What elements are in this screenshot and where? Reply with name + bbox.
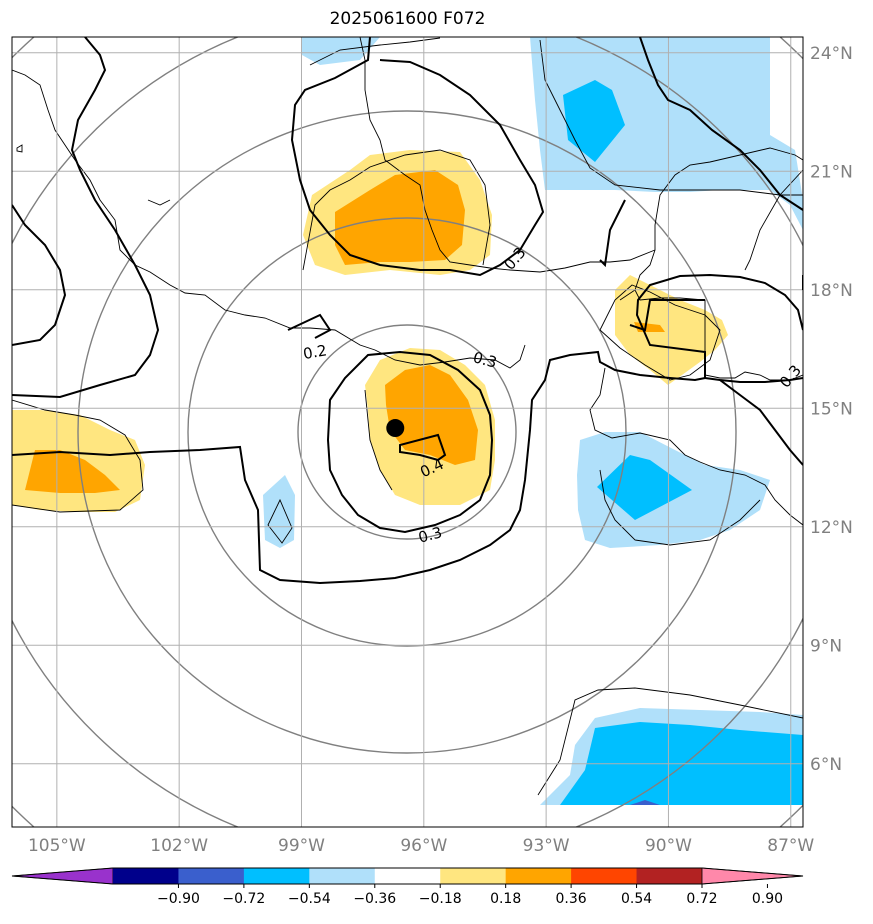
contour-label: 0.3	[416, 523, 444, 547]
contour-label: 0.3	[776, 361, 805, 391]
colorbar-outline	[11, 867, 804, 885]
colorbar-tick-label: −0.90	[157, 891, 200, 907]
map-title: 2025061600 F072	[329, 9, 486, 29]
longitude-tick-label: 105°W	[28, 836, 86, 856]
latitude-tick-label: 9°N	[810, 636, 842, 656]
shaded-field	[12, 37, 803, 805]
colorbar-tick-label: −0.72	[222, 891, 265, 907]
colorbar: −0.90 −0.72 −0.54 −0.36 −0.18 0.18 0.36 0.54 0.7…	[11, 867, 804, 907]
latitude-tick-label: 12°N	[810, 518, 853, 538]
storm-center-marker	[386, 419, 405, 438]
colorbar-segment	[374, 868, 441, 884]
longitude-tick-labels: 105°W 102°W 99°W 96°W 93°W 90°W 87°W	[28, 836, 814, 856]
colorbar-tick-label: −0.54	[288, 891, 331, 907]
latitude-tick-label: 21°N	[810, 162, 853, 182]
colorbar-segment	[113, 868, 179, 884]
colorbar-tick-label: 0.54	[621, 891, 652, 907]
graticule	[12, 37, 803, 827]
colorbar-tick-label: 0.36	[556, 891, 587, 907]
colorbar-segment	[309, 868, 376, 884]
contour-label: 0.3	[471, 348, 499, 372]
contour-label: 0.2	[302, 341, 329, 363]
longitude-tick-label: 87°W	[767, 836, 814, 856]
colorbar-tick-label: −0.36	[353, 891, 396, 907]
longitude-tick-label: 99°W	[278, 836, 325, 856]
colorbar-tick-label: 0.18	[490, 891, 521, 907]
colorbar-extend-low	[11, 867, 114, 885]
latitude-tick-label: 24°N	[810, 44, 853, 64]
map-frame	[11, 36, 804, 828]
colorbar-segment	[440, 868, 507, 884]
longitude-tick-label: 96°W	[400, 836, 447, 856]
colorbar-extend-high	[701, 867, 804, 885]
colorbar-segment	[243, 868, 310, 884]
colorbar-segment	[178, 868, 245, 884]
latitude-tick-labels: 24°N 21°N 18°N 15°N 12°N 9°N 6°N	[810, 44, 853, 775]
latitude-tick-label: 6°N	[810, 755, 842, 775]
colorbar-segment	[571, 868, 638, 884]
colorbar-tick-label: 0.72	[686, 891, 717, 907]
colorbar-segment	[505, 868, 572, 884]
coastlines	[12, 37, 803, 796]
latitude-tick-label: 15°N	[810, 399, 853, 419]
longitude-tick-label: 93°W	[523, 836, 570, 856]
colorbar-tick-label: −0.18	[419, 891, 462, 907]
colorbar-tick-label: 0.90	[752, 891, 783, 907]
longitude-tick-label: 90°W	[645, 836, 692, 856]
contours	[12, 37, 803, 585]
latitude-tick-label: 18°N	[810, 281, 853, 301]
colorbar-segment	[636, 868, 703, 884]
longitude-tick-label: 102°W	[150, 836, 208, 856]
